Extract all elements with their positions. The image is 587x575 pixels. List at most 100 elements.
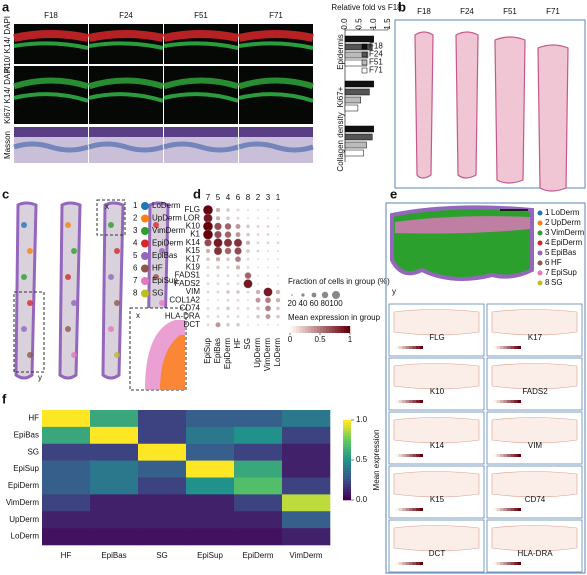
bar bbox=[344, 43, 373, 51]
cluster-spot bbox=[27, 352, 33, 358]
dot bbox=[256, 314, 260, 319]
dot bbox=[257, 266, 259, 269]
cluster-spot bbox=[153, 222, 159, 228]
panel-label: f bbox=[2, 391, 7, 406]
scale-ramp bbox=[405, 562, 409, 565]
column-label: F51 bbox=[194, 11, 208, 20]
cluster-number: 5 bbox=[545, 248, 550, 257]
dot bbox=[236, 216, 240, 220]
tissue-outline bbox=[393, 471, 480, 498]
scale-ramp bbox=[405, 400, 409, 403]
inset-label: y bbox=[38, 373, 42, 382]
dot bbox=[266, 225, 270, 228]
colorbar-cell bbox=[290, 326, 294, 333]
colorbar-cell bbox=[305, 326, 309, 333]
size-key bbox=[301, 293, 305, 297]
dot bbox=[256, 249, 260, 253]
legend-swatch bbox=[361, 43, 368, 50]
cluster-name: EpiBas bbox=[551, 248, 576, 257]
tissue-outline bbox=[393, 363, 480, 390]
colorbar-cell bbox=[343, 481, 351, 485]
scale-ramp bbox=[398, 400, 402, 403]
gene-label: VIM bbox=[186, 287, 201, 296]
cluster-number: 2 bbox=[133, 214, 138, 223]
group-label: UpDerm bbox=[253, 338, 262, 368]
gene-label: FLG bbox=[184, 205, 200, 214]
tick-label: 0 bbox=[288, 335, 293, 344]
scale-ramp bbox=[395, 508, 399, 511]
dot bbox=[275, 289, 281, 295]
dot bbox=[277, 274, 279, 277]
spatial-map bbox=[395, 216, 530, 234]
scale-ramp bbox=[517, 508, 521, 511]
cluster-spot bbox=[159, 300, 165, 306]
heat-cell bbox=[90, 477, 139, 495]
colorbar-cell bbox=[343, 473, 351, 477]
tissue-outline bbox=[491, 417, 578, 444]
heat-cell bbox=[234, 410, 283, 428]
scale-ramp bbox=[500, 346, 504, 349]
basal-signal bbox=[88, 92, 164, 103]
scale-ramp bbox=[419, 454, 423, 457]
cluster-name: EpiDerm bbox=[152, 239, 183, 248]
dot bbox=[226, 298, 230, 302]
dot bbox=[266, 241, 270, 245]
dot bbox=[267, 282, 269, 285]
scale-ramp bbox=[416, 508, 420, 511]
tissue-outline bbox=[393, 309, 480, 336]
scale-ramp bbox=[503, 346, 507, 349]
gene-label: K15 bbox=[186, 246, 201, 255]
heat-cell bbox=[90, 511, 139, 529]
dot bbox=[244, 272, 252, 279]
dot bbox=[256, 241, 260, 245]
tissue-outline bbox=[491, 471, 578, 498]
dot bbox=[216, 274, 220, 277]
colorbar-cell bbox=[332, 326, 336, 333]
colorbar-cell bbox=[320, 326, 324, 333]
dot bbox=[236, 323, 240, 327]
scale-ramp bbox=[419, 508, 423, 511]
dot bbox=[277, 225, 279, 228]
dot bbox=[263, 287, 273, 297]
dot bbox=[267, 274, 269, 277]
category-label: Collagen density bbox=[336, 112, 345, 171]
dot bbox=[206, 282, 210, 286]
cluster-number: 3 bbox=[133, 226, 138, 235]
dot bbox=[236, 208, 240, 212]
cluster-number: 3 bbox=[545, 228, 550, 237]
dot bbox=[246, 290, 250, 294]
scale-ramp bbox=[510, 508, 514, 511]
colorbar-cell bbox=[308, 326, 312, 333]
cluster-name: EpiSup bbox=[551, 268, 577, 277]
tissue-section bbox=[414, 31, 434, 179]
dot bbox=[257, 258, 259, 261]
scale-ramp bbox=[409, 400, 413, 403]
heat-cell bbox=[138, 426, 187, 445]
epidermis-signal bbox=[238, 30, 314, 42]
cluster-number: 7 bbox=[545, 268, 550, 277]
scale-ramp bbox=[507, 454, 511, 457]
scale-ramp bbox=[503, 508, 507, 511]
basal-signal bbox=[13, 41, 89, 50]
dot bbox=[224, 247, 232, 255]
epidermis-signal bbox=[13, 30, 89, 42]
dot bbox=[216, 315, 220, 318]
dot bbox=[247, 323, 249, 326]
category-label: Ki67+ bbox=[336, 86, 345, 107]
cluster-name: SG bbox=[551, 278, 563, 287]
cluster-number: 7 bbox=[133, 276, 138, 285]
row-label: EpiDerm bbox=[8, 481, 39, 490]
tick-label: 60 bbox=[310, 299, 319, 308]
scale-ramp bbox=[510, 400, 514, 403]
legend-dot bbox=[141, 239, 149, 248]
epidermis-stain bbox=[14, 127, 88, 137]
scale-ramp bbox=[510, 454, 514, 457]
scale-ramp bbox=[398, 346, 402, 349]
scale-ramp bbox=[507, 346, 511, 349]
dot bbox=[234, 247, 242, 255]
dot bbox=[226, 257, 230, 261]
column-label: F24 bbox=[119, 11, 133, 20]
size-key bbox=[321, 291, 329, 299]
heat-cell bbox=[138, 410, 187, 428]
dot bbox=[247, 217, 249, 220]
